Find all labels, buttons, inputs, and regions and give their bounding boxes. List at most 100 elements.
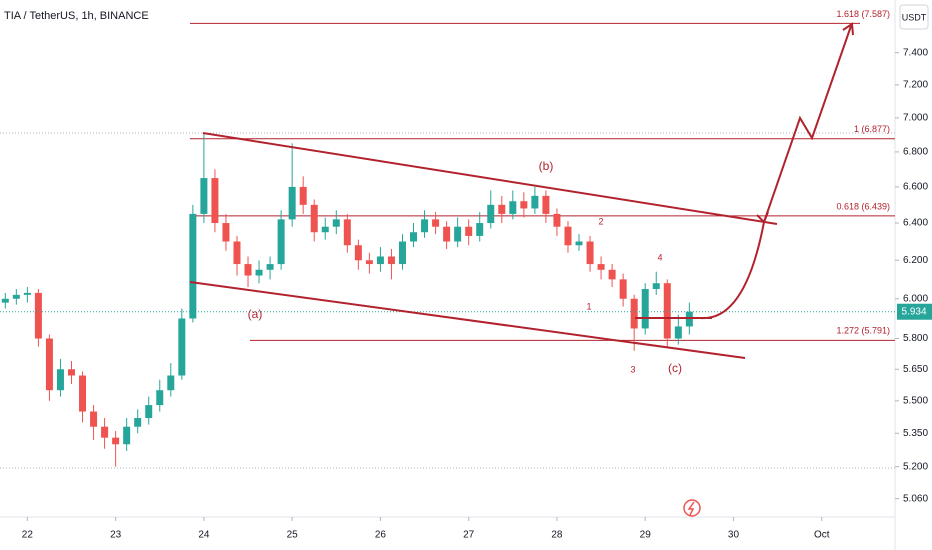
- candle-body: [465, 226, 473, 236]
- chart-title: TIA / TetherUS, 1h, BINANCE: [4, 10, 149, 22]
- channel-upper: [202, 132, 778, 225]
- alert-icon[interactable]: [683, 499, 701, 517]
- candle-body: [509, 201, 517, 214]
- candle-body: [531, 195, 539, 209]
- wave-label: 4: [657, 252, 662, 262]
- candle-body: [398, 241, 406, 265]
- fib-label: 0.618 (6.439): [836, 201, 890, 211]
- candle-body: [134, 418, 142, 427]
- candle-body: [564, 226, 572, 246]
- x-tick-label: 24: [198, 530, 210, 541]
- alert-icon-bolt: [687, 501, 695, 516]
- currency-button[interactable]: [899, 4, 929, 30]
- candle-body: [608, 269, 616, 280]
- y-tick-label: 6.000: [903, 293, 928, 304]
- candle-body: [310, 204, 318, 233]
- candle-body: [421, 219, 429, 233]
- candles: [0, 133, 895, 467]
- y-tick-label: 6.800: [903, 147, 928, 158]
- x-tick-label: 30: [728, 530, 740, 541]
- candle-body: [641, 289, 649, 329]
- x-tick-label: 26: [375, 530, 387, 541]
- fib-label: 1.618 (7.587): [836, 9, 890, 19]
- y-tick-label: 5.350: [903, 428, 928, 439]
- candle-body: [244, 264, 252, 276]
- candle-body: [288, 186, 296, 220]
- y-tick-label: 6.200: [903, 255, 928, 266]
- candle-body: [123, 426, 131, 445]
- fib-levels: 1.618 (7.587) 1 (6.877) 0.618 (6.439) 1.272…: [190, 9, 895, 341]
- x-tick-label: Oct: [814, 530, 830, 541]
- candle-body: [34, 292, 42, 339]
- y-tick-label: 5.200: [903, 461, 928, 472]
- candle-body: [343, 219, 351, 246]
- candle-body: [189, 213, 197, 319]
- candle-body: [630, 298, 638, 329]
- candle-body: [56, 369, 64, 391]
- candle-body: [354, 245, 362, 261]
- candle-body: [685, 311, 693, 327]
- y-tick-label: 5.650: [903, 364, 928, 375]
- candle-body: [663, 283, 671, 339]
- candle-body: [79, 375, 87, 412]
- y-tick-label: 5.800: [903, 333, 928, 344]
- candle-body: [23, 292, 31, 295]
- drawings: [189, 22, 854, 359]
- candle-body: [520, 201, 528, 209]
- candle-body: [575, 241, 583, 246]
- channel-lower: [189, 281, 746, 359]
- candle-body: [652, 283, 660, 290]
- candle-body: [498, 204, 506, 214]
- x-tick-label: 29: [640, 530, 652, 541]
- wave-labels: (a) (b) (c) 1 2 3 4: [248, 159, 682, 375]
- candle-body: [443, 226, 451, 242]
- candle-body: [211, 178, 219, 224]
- candle-body: [67, 369, 75, 376]
- y-tick-label: 5.500: [903, 395, 928, 406]
- candle-body: [476, 223, 484, 236]
- candle-body: [674, 326, 682, 339]
- candle-body: [542, 195, 550, 214]
- wave-label: (c): [668, 361, 682, 375]
- candle-body: [12, 294, 20, 299]
- candle-body: [553, 213, 561, 227]
- candle-body: [376, 256, 384, 265]
- wave-label: 2: [598, 216, 603, 226]
- candle-body: [101, 426, 109, 438]
- candle-body: [145, 405, 153, 419]
- candle-body: [178, 318, 186, 376]
- candle-body: [454, 226, 462, 242]
- x-tick-label: 25: [287, 530, 299, 541]
- y-tick-label: 6.600: [903, 182, 928, 193]
- y-tick-label: 7.400: [903, 47, 928, 58]
- candle-body: [200, 178, 208, 214]
- wave-label: 1: [586, 301, 591, 311]
- candle-body: [332, 219, 340, 227]
- candle-body: [365, 260, 373, 265]
- candle-body: [597, 264, 605, 270]
- x-tick-label: 27: [463, 530, 475, 541]
- candle-body: [90, 411, 98, 427]
- x-tick-label: 22: [22, 530, 34, 541]
- currency-label: USDT: [902, 12, 927, 22]
- last-price-tag: [897, 303, 932, 320]
- candle-body: [1, 298, 9, 303]
- y-tick-label: 5.060: [903, 493, 928, 504]
- axes: 5.060 5.200 5.350 5.500 5.650 5.800 6.000 6.200…: [22, 47, 932, 541]
- candle-body: [321, 226, 329, 233]
- candle-body: [255, 269, 263, 276]
- candle-body: [167, 375, 175, 391]
- candle-body: [266, 264, 274, 270]
- arrow-head: [756, 211, 769, 224]
- candle-body: [45, 338, 53, 391]
- candle-body: [586, 241, 594, 265]
- wave-label: 3: [630, 364, 635, 374]
- fib-label: 1 (6.877): [854, 124, 890, 134]
- fib-label: 1.272 (5.791): [836, 326, 890, 336]
- candle-body: [619, 279, 627, 299]
- last-price-label: 5.934: [901, 306, 926, 317]
- x-tick-label: 23: [110, 530, 122, 541]
- y-tick-label: 7.000: [903, 113, 928, 124]
